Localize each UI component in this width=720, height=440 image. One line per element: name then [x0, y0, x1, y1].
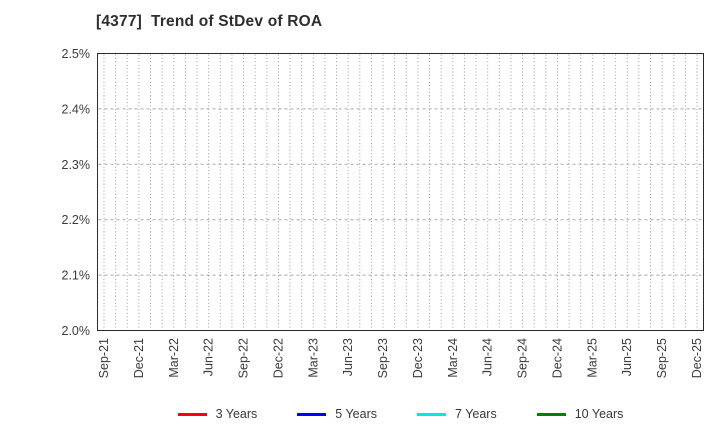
legend: 3 Years 5 Years 7 Years 10 Years: [97, 402, 704, 426]
legend-line-swatch: [177, 412, 207, 416]
x-tick-label: Dec-25: [690, 338, 704, 378]
y-tick-label: 2.3%: [62, 158, 91, 172]
x-tick-label: Jun-24: [481, 338, 495, 376]
x-tick-label: Mar-23: [306, 338, 320, 378]
x-tick-label: Dec-23: [411, 338, 425, 378]
chart-title: [4377] Trend of StDev of ROA: [96, 13, 323, 30]
y-tick-label: 2.2%: [62, 213, 91, 227]
legend-label: 10 Years: [574, 407, 624, 421]
y-tick-label: 2.1%: [62, 269, 91, 283]
y-tick-label: 2.4%: [62, 102, 91, 116]
x-tick-label: Mar-25: [585, 338, 599, 378]
legend-item: 5 Years: [297, 407, 377, 421]
plot-border: [97, 53, 704, 331]
legend-label: 7 Years: [455, 407, 497, 421]
y-tick-label: 2.0%: [62, 324, 91, 338]
x-tick-label: Sep-24: [516, 338, 530, 378]
legend-line-swatch: [297, 412, 327, 416]
x-tick-label: Mar-22: [167, 338, 181, 378]
x-tick-label: Sep-22: [237, 338, 251, 378]
x-tick-label: Mar-24: [446, 338, 460, 378]
legend-label: 3 Years: [215, 407, 258, 421]
legend-line-swatch: [536, 412, 566, 416]
legend-label: 5 Years: [335, 407, 378, 421]
legend-item: 3 Years: [177, 407, 258, 421]
x-tick-label: Dec-24: [550, 338, 564, 378]
x-tick-label: Jun-22: [202, 338, 216, 376]
y-tick-label: 2.5%: [62, 47, 91, 61]
legend-line-swatch: [417, 412, 447, 416]
legend-item: 7 Years: [417, 407, 497, 421]
x-tick-label: Sep-23: [376, 338, 390, 378]
x-tick-label: Sep-25: [655, 338, 669, 378]
x-tick-label: Dec-21: [132, 338, 146, 378]
x-tick-label: Jun-23: [341, 338, 355, 376]
x-tick-label: Jun-25: [620, 338, 634, 376]
legend-item: 10 Years: [536, 407, 624, 421]
x-tick-label: Sep-21: [97, 338, 111, 378]
x-tick-label: Dec-22: [271, 338, 285, 378]
